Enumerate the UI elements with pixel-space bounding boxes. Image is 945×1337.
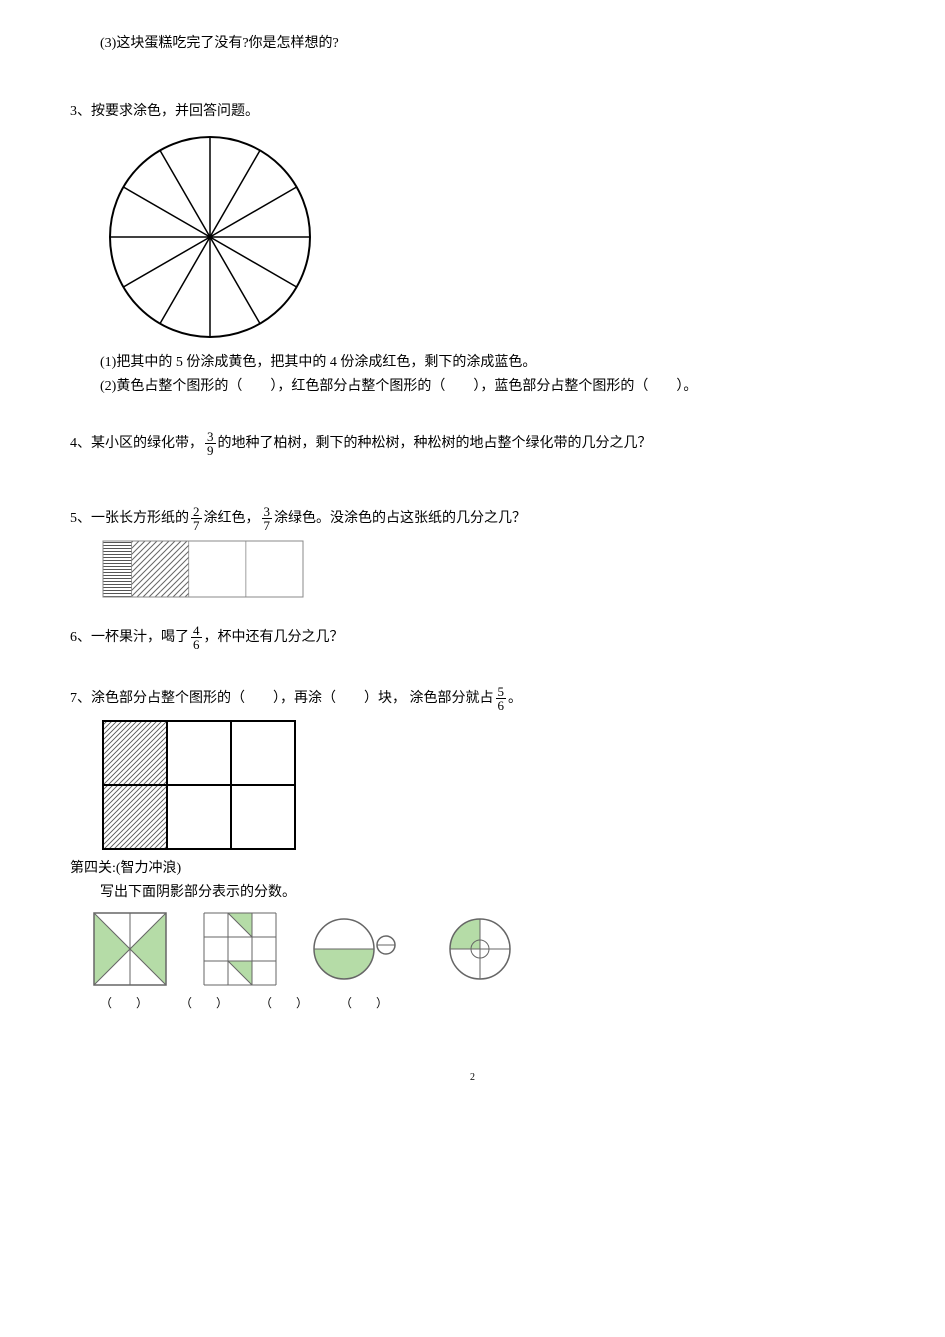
question6-fraction: 4 6 [191,624,202,651]
section4-title: 第四关:(智力冲浪) [70,859,875,879]
question3-sub2: (2)黄色占整个图形的（ ），红色部分占整个图形的（ ），蓝色部分占整个图形的（… [70,377,875,397]
page-number: 2 [70,1071,875,1085]
question6-suffix: ，杯中还有几分之几？ [204,628,344,648]
question4-fraction: 3 9 [205,430,216,457]
question5-label: 5、 [70,509,91,529]
question7-suffix: 。 [508,689,522,709]
question3-sub1: (1)把其中的 5 份涂成黄色，把其中的 4 份涂成红色，剩下的涂成蓝色。 [70,353,875,373]
question6: 6、一杯果汁，喝了 4 6 ，杯中还有几分之几？ [70,624,875,651]
question5-mid: 涂红色， [204,509,260,529]
answer-blank: （ ） [180,995,228,1012]
section4-fig4 [440,909,520,989]
question3-figure [100,127,875,347]
section4-answers: （ ） （ ） （ ） （ ） [70,995,875,1012]
section4-fig3 [310,909,410,989]
question5-fraction1: 2 7 [191,505,202,532]
question5: 5、 一张长方形纸的 2 7 涂红色， 3 7 涂绿色。没涂色的占这张纸的几分之… [70,505,875,532]
answer-blank: （ ） [100,995,148,1012]
question7: 7、 涂色部分占整个图形的（ ），再涂（ ）块， 涂色部分就占 5 6 。 [70,685,875,712]
section4-sub: 写出下面阴影部分表示的分数。 [70,883,875,903]
question6-prefix: 6、一杯果汁，喝了 [70,628,189,648]
question3-label: 3、按要求涂色，并回答问题。 [70,102,875,122]
answer-blank: （ ） [260,995,308,1012]
question7-label: 7、 [70,689,91,709]
section4-figures [70,909,875,989]
question5-fraction2: 3 7 [262,505,273,532]
question4: 4、某小区的绿化带， 3 9 的地种了柏树，剩下的种松树，种松树的地占整个绿化带… [70,430,875,457]
question7-figure [100,718,875,853]
section4-fig1 [90,909,170,989]
question2-sub3: (3)这块蛋糕吃完了没有?你是怎样想的? [70,34,875,54]
question5-suffix: 涂绿色。没涂色的占这张纸的几分之几？ [274,509,526,529]
question7-fraction: 5 6 [496,685,507,712]
question4-suffix: 的地种了柏树，剩下的种松树，种松树的地占整个绿化带的几分之几？ [218,434,652,454]
answer-blank: （ ） [340,995,388,1012]
section4-fig2 [200,909,280,989]
question4-prefix: 4、某小区的绿化带， [70,434,203,454]
question7-prefix: 涂色部分占整个图形的（ ），再涂（ ）块， 涂色部分就占 [91,689,494,709]
question5-figure [100,538,875,600]
question5-prefix: 一张长方形纸的 [91,509,189,529]
